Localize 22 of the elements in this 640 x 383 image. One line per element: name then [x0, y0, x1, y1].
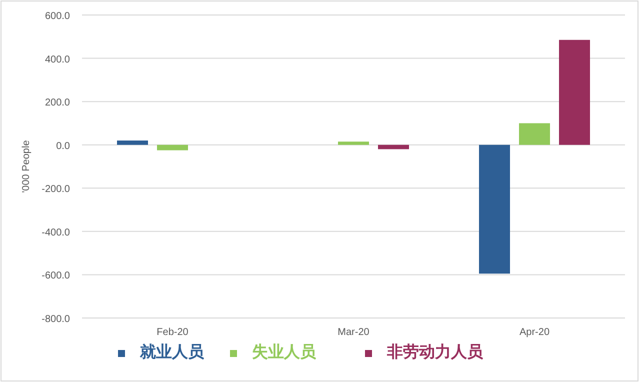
x-tick-label: Apr-20	[519, 327, 550, 338]
bar	[519, 123, 550, 145]
y-tick-label: -400.0	[42, 227, 70, 238]
y-tick-label: 600.0	[44, 11, 70, 22]
legend-label: 失业人员	[252, 343, 317, 361]
bar	[378, 144, 409, 150]
legend-label: 就业人员	[139, 343, 205, 361]
bar	[479, 144, 510, 274]
x-tick-label: Feb-20	[156, 327, 189, 338]
x-tick-label: Mar-20	[338, 327, 370, 338]
bar	[559, 40, 590, 145]
legend-label: 非劳动力人员	[386, 343, 484, 361]
y-axis-title: '000 People	[21, 140, 32, 193]
y-tick-label: 400.0	[44, 54, 70, 66]
bar	[157, 144, 188, 150]
y-tick-label: -200.0	[42, 184, 70, 196]
y-tick-label: 0.0	[56, 140, 70, 152]
y-tick-label: 200.0	[44, 98, 70, 109]
y-tick-label: -800.0	[42, 314, 70, 325]
bar	[117, 140, 148, 145]
y-tick-label: -600.0	[42, 270, 70, 282]
bar	[338, 142, 369, 145]
